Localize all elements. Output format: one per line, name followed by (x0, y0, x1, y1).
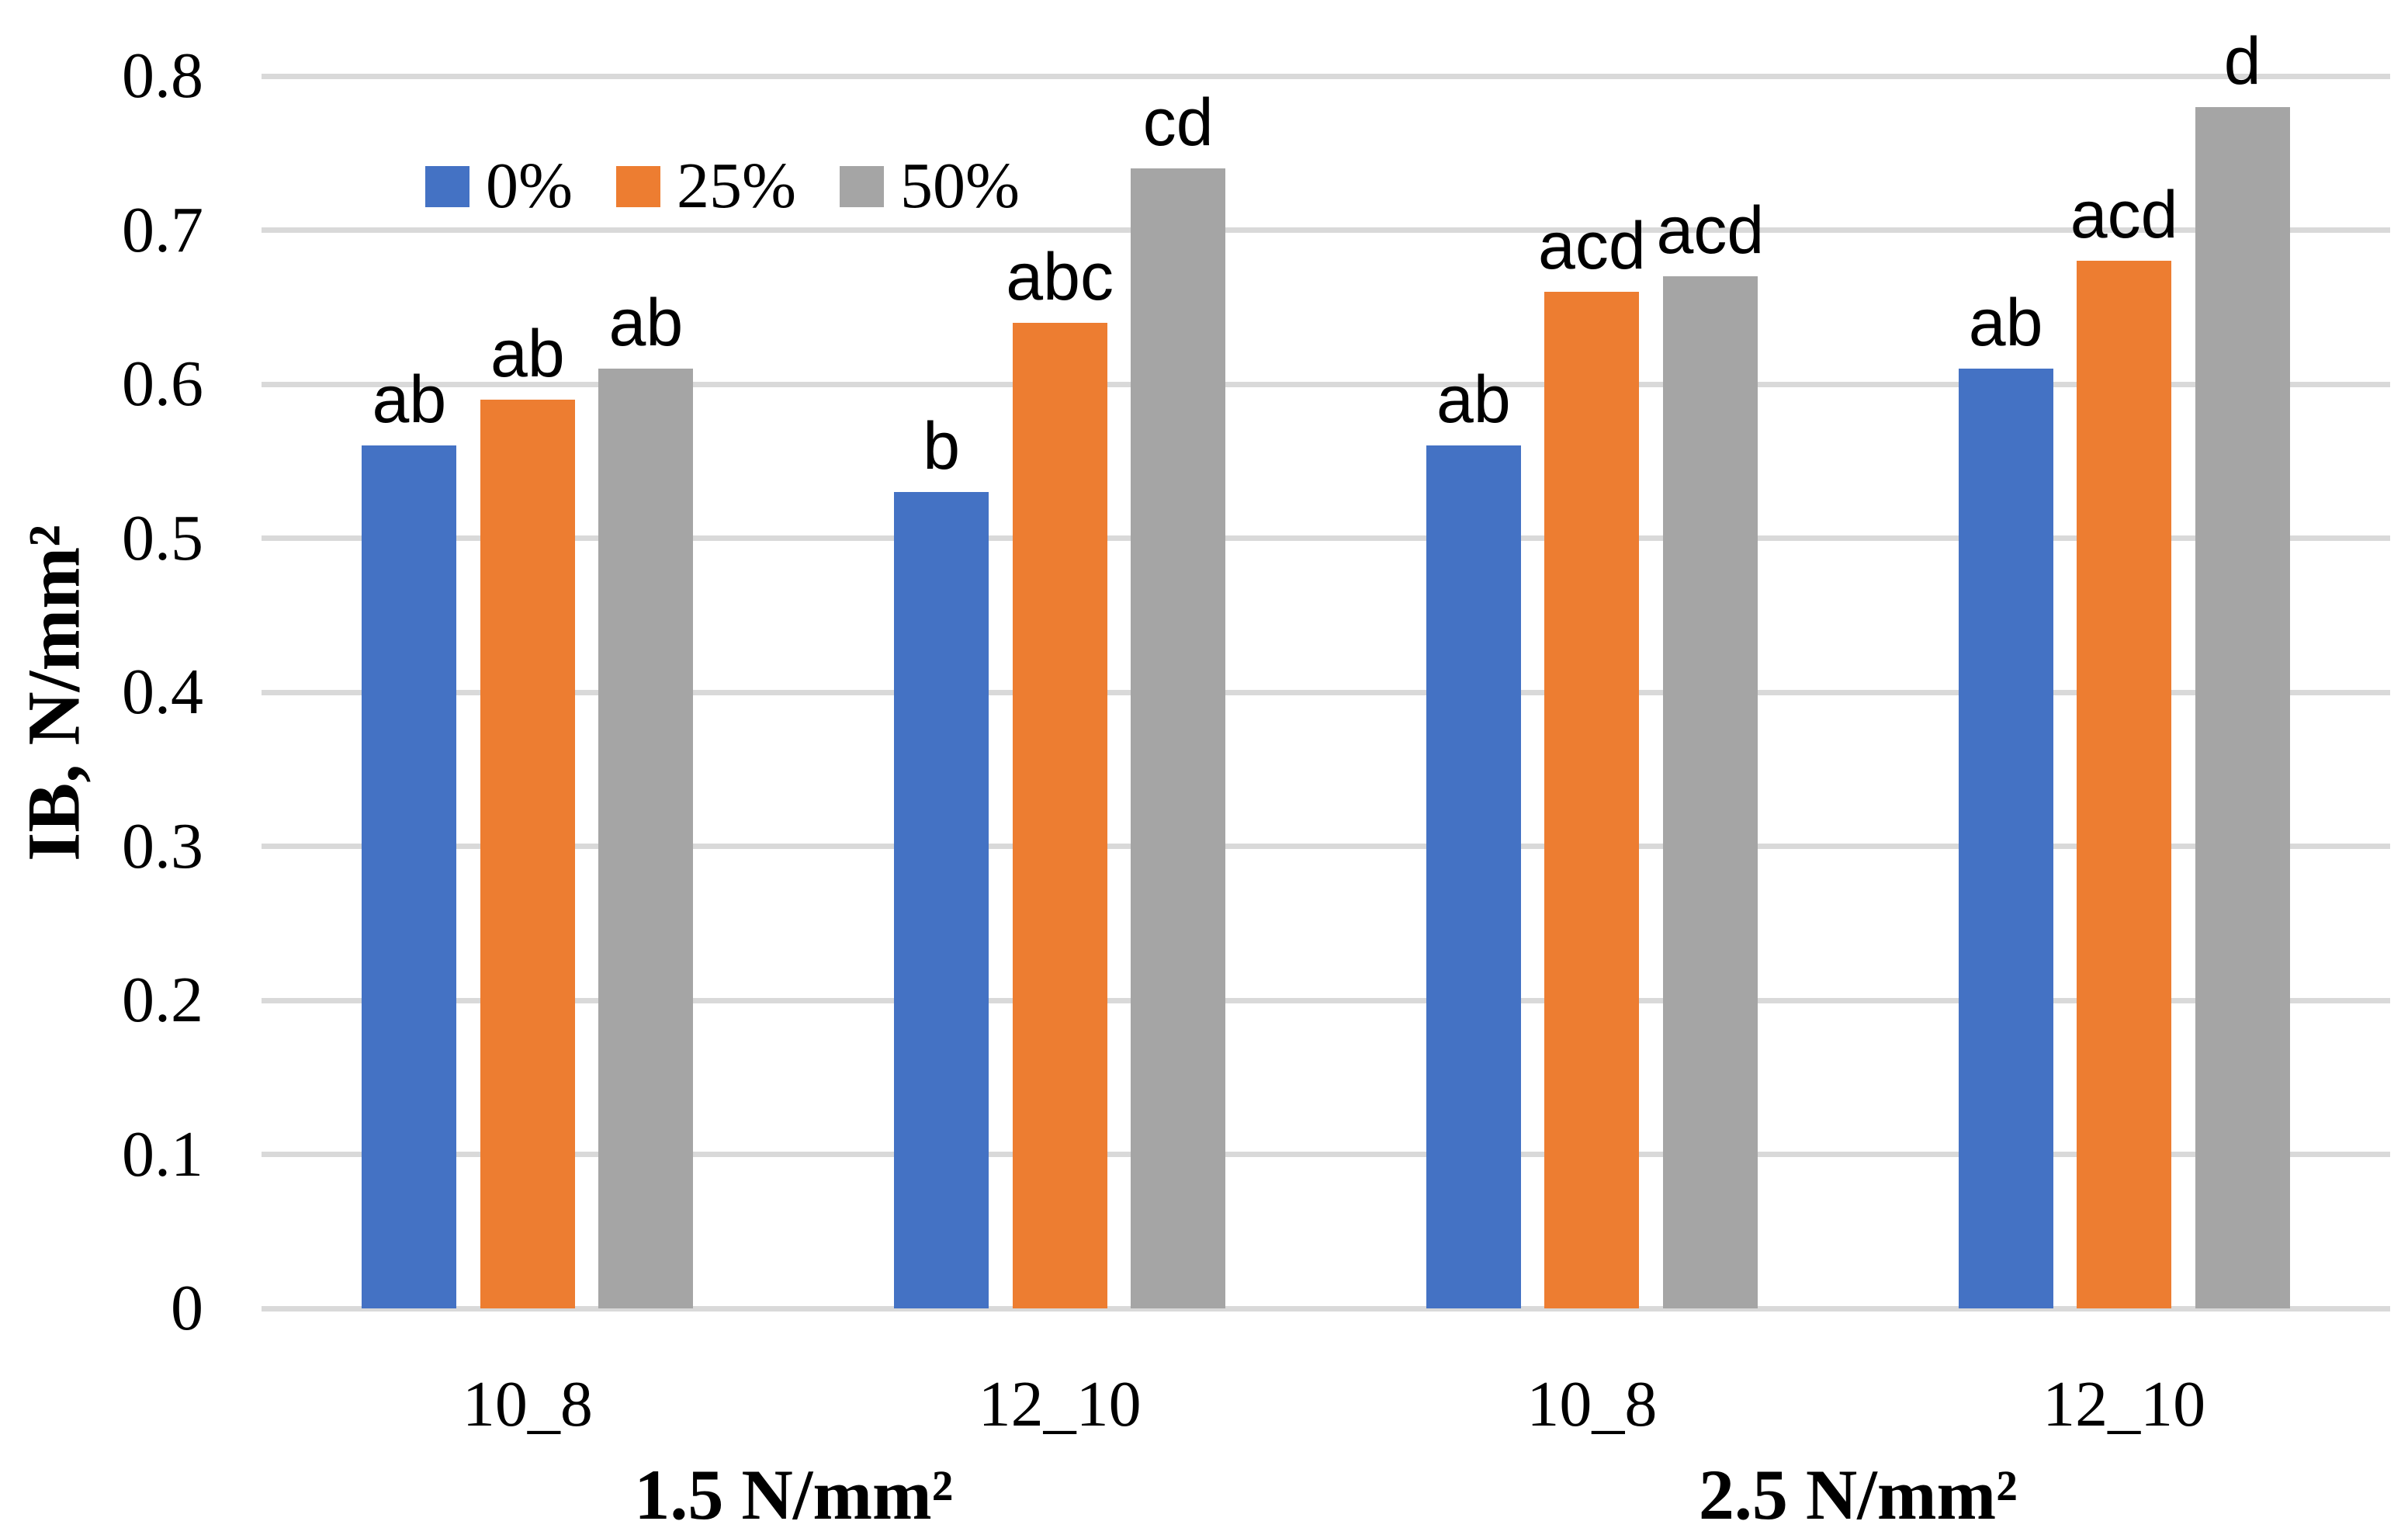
y-tick-label-0.7: 0.7 (122, 193, 203, 266)
bar-annotation-12_10-0%: ab (1968, 286, 2043, 361)
bar-12_10-0% (894, 491, 989, 1308)
bar-12_10-25% (2077, 261, 2172, 1308)
gridline-0.8 (262, 73, 2390, 79)
bar-12_10-50% (2195, 106, 2290, 1308)
x-category-label-0: 10_8 (462, 1368, 593, 1440)
gridline-0.1 (262, 1152, 2390, 1157)
gridline-0.3 (262, 844, 2390, 849)
bar-annotation-12_10-50%: cd (1142, 85, 1214, 161)
legend-item-25%: 25% (615, 150, 796, 222)
x-section-label-1: 2.5 N/mm² (1698, 1455, 2018, 1534)
legend-swatch-icon (839, 165, 884, 207)
bar-annotation-10_8-0%: ab (1436, 362, 1511, 438)
legend-swatch-icon (615, 165, 660, 207)
y-tick-label-0.3: 0.3 (122, 809, 203, 882)
legend-label: 25% (676, 150, 796, 222)
y-tick-label-0.1: 0.1 (122, 1117, 203, 1190)
legend: 0% 25% 50% (425, 154, 1020, 219)
bar-annotation-10_8-50%: ab (608, 286, 684, 361)
legend-item-50%: 50% (839, 150, 1020, 222)
bar-10_8-50% (598, 369, 694, 1308)
bar-annotation-12_10-0%: b (923, 408, 961, 483)
x-category-label-1: 12_10 (978, 1368, 1142, 1440)
y-tick-label-0.4: 0.4 (122, 656, 203, 728)
bar-10_8-25% (480, 399, 575, 1308)
legend-item-0%: 0% (425, 154, 573, 219)
gridline-0.4 (262, 689, 2390, 695)
legend-label: 50% (899, 150, 1020, 222)
y-tick-label-0.8: 0.8 (122, 40, 203, 112)
bar-12_10-50% (1131, 168, 1226, 1308)
bar-10_8-50% (1662, 276, 1758, 1308)
bar-annotation-10_8-0%: ab (372, 362, 447, 438)
bar-12_10-25% (1012, 322, 1107, 1308)
x-section-label-0: 1.5 N/mm² (634, 1455, 954, 1534)
bar-10_8-25% (1544, 291, 1640, 1308)
plot-area: ab ab ab b abc cd ab acd acd ab acd d (262, 28, 2390, 1312)
x-category-label-2: 10_8 (1526, 1368, 1658, 1440)
x-category-label-3: 12_10 (2042, 1368, 2206, 1440)
bar-annotation-10_8-25%: ab (490, 316, 565, 391)
gridline-0 (262, 1305, 2390, 1312)
bar-10_8-0% (362, 445, 457, 1308)
bar-annotation-10_8-50%: acd (1656, 193, 1765, 269)
gridline-0.5 (262, 535, 2390, 541)
gridline-0.2 (262, 997, 2390, 1003)
bar-12_10-0% (1958, 369, 2053, 1308)
legend-label: 0% (486, 150, 573, 222)
bar-annotation-12_10-25%: acd (2070, 178, 2178, 253)
bar-annotation-12_10-50%: d (2223, 23, 2261, 99)
y-tick-label-0: 0 (171, 1272, 203, 1344)
bar-annotation-12_10-25%: abc (1006, 239, 1114, 314)
bar-10_8-0% (1426, 445, 1521, 1308)
bar-annotation-10_8-25%: acd (1538, 208, 1646, 283)
y-tick-label-0.5: 0.5 (122, 501, 203, 574)
gridline-0.7 (262, 227, 2390, 233)
legend-swatch-icon (425, 165, 469, 207)
y-tick-label-0.2: 0.2 (122, 964, 203, 1036)
y-tick-label-0.6: 0.6 (122, 348, 203, 420)
gridline-0.6 (262, 381, 2390, 387)
